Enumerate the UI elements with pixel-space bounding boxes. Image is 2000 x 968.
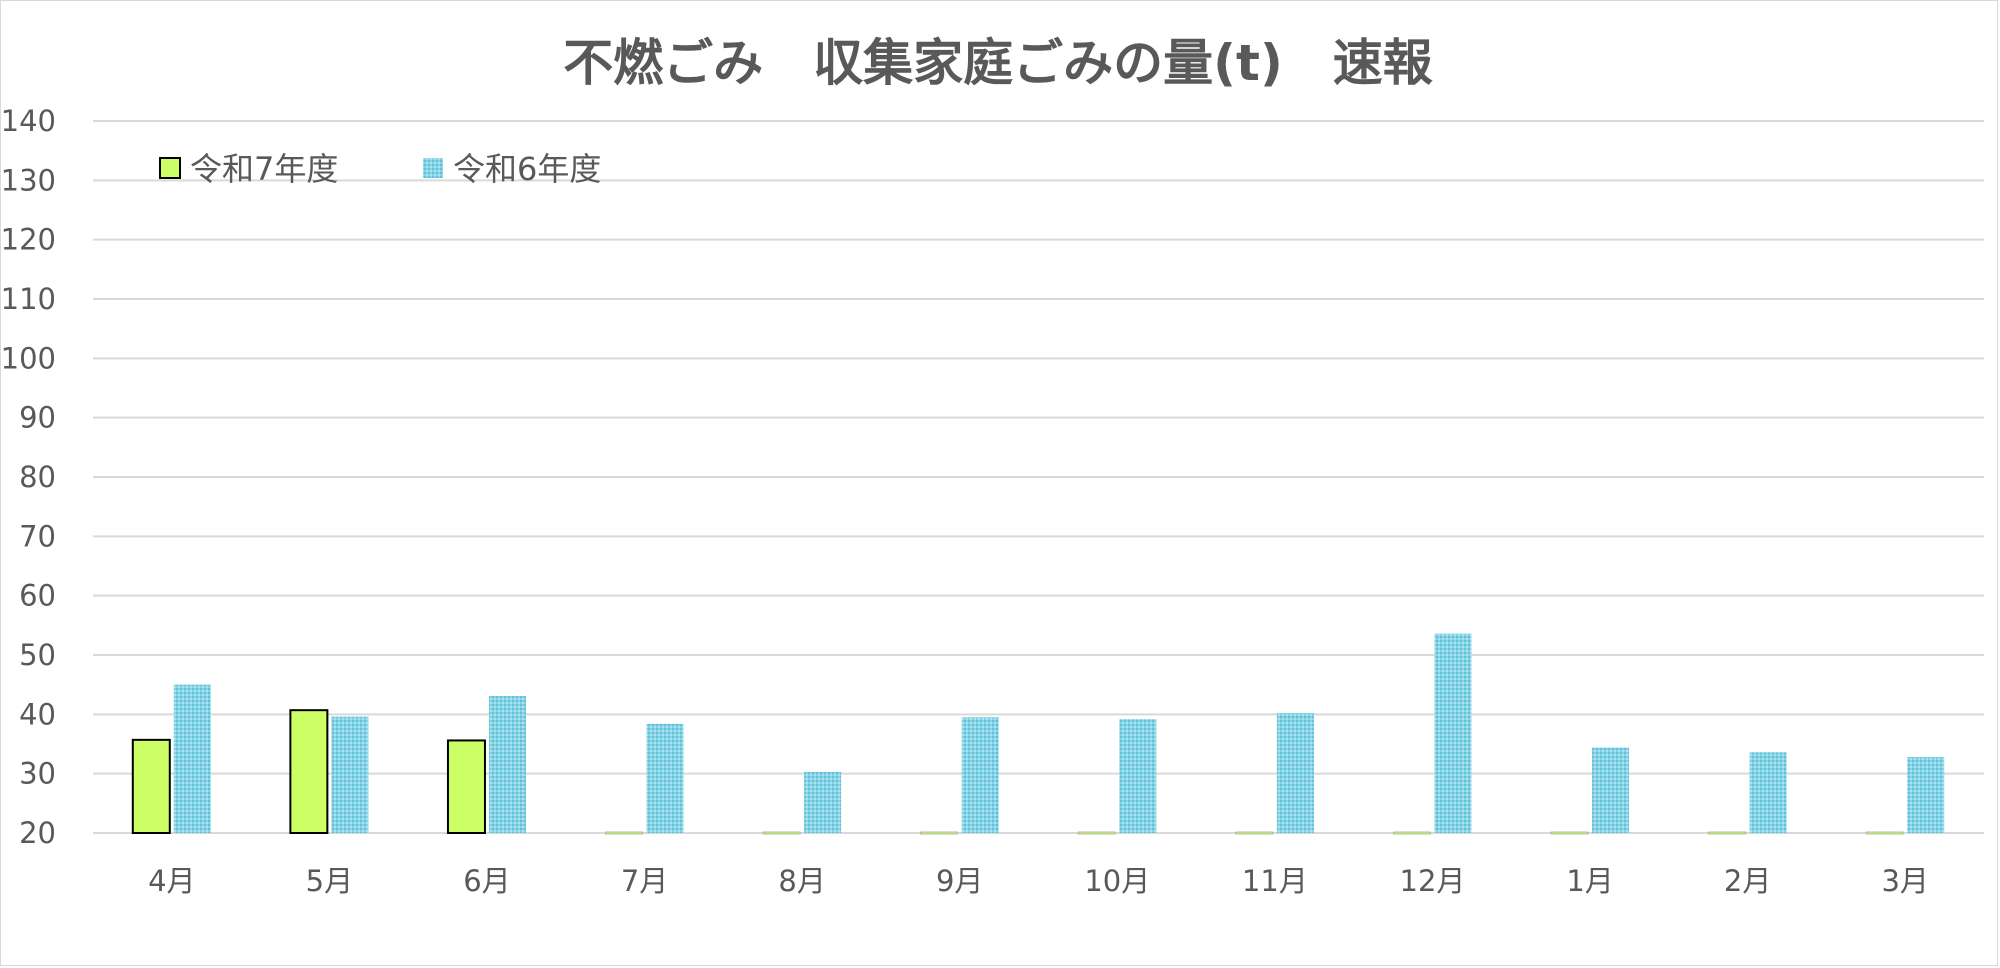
legend-item-series-1: 令和7年度: [159, 150, 338, 188]
y-tick-label: 40: [19, 697, 56, 731]
bar-series-2: [1434, 633, 1472, 833]
bar-series-2: [1119, 719, 1157, 833]
legend-swatch-series-2: [423, 158, 443, 178]
legend-item-series-2: 令和6年度: [423, 150, 601, 188]
y-tick-label: 100: [1, 341, 56, 375]
x-tick-label: 1月: [1566, 864, 1613, 898]
bar-series-1: [1708, 831, 1747, 835]
y-tick-label: 120: [1, 223, 56, 257]
bar-series-1: [131, 738, 171, 835]
bar-series-1: [1393, 831, 1431, 835]
y-tick-label: 110: [1, 282, 56, 316]
y-tick-label: 70: [19, 519, 56, 553]
x-tick-label: 11月: [1242, 864, 1308, 898]
legend: 令和7年度 令和6年度: [159, 150, 601, 188]
bar-series-2: [646, 723, 684, 833]
x-tick-label: 8月: [778, 864, 825, 898]
y-tick-label: 140: [1, 104, 56, 138]
bar-series-2: [961, 717, 999, 833]
x-tick-label: 4月: [148, 864, 195, 898]
bar-series-1: [289, 709, 329, 834]
y-tick-label: 50: [19, 638, 56, 672]
x-tick-label: 12月: [1400, 864, 1466, 898]
bar-series-1: [762, 831, 801, 835]
bar-series-1: [446, 739, 486, 834]
y-axis-tick-labels: 20 30 40 50 60 70 80 90 100 110 120 130 140: [1, 104, 56, 850]
bar-series-1: [1077, 831, 1116, 835]
x-axis-tick-labels: 4月 5月 6月 7月 8月 9月 10月 11月 12月 1月 2月 3月: [148, 864, 1929, 898]
bar-series-2: [173, 684, 211, 833]
x-tick-label: 2月: [1724, 864, 1771, 898]
y-tick-label: 90: [19, 401, 56, 435]
bar-series-2: [488, 695, 526, 833]
bars: [131, 633, 1945, 835]
y-tick-label: 80: [19, 460, 56, 494]
x-tick-label: 10月: [1084, 864, 1150, 898]
legend-label-series-2: 令和6年度: [453, 150, 601, 188]
legend-label-series-1: 令和7年度: [190, 150, 338, 188]
bar-series-1: [1550, 831, 1589, 835]
chart-title: 不燃ごみ 収集家庭ごみの量(t) 速報: [563, 34, 1433, 92]
bar-series-2: [1907, 757, 1945, 833]
bar-series-1: [1235, 831, 1274, 835]
x-tick-label: 5月: [306, 864, 353, 898]
bar-series-1: [1865, 831, 1904, 835]
bar-series-2: [1749, 752, 1787, 833]
x-tick-label: 7月: [621, 864, 668, 898]
y-tick-label: 130: [1, 163, 56, 197]
y-tick-label: 20: [19, 816, 56, 850]
y-tick-label: 60: [19, 579, 56, 613]
gridlines: [93, 120, 1984, 834]
bar-series-1: [920, 831, 959, 835]
x-tick-label: 9月: [936, 864, 983, 898]
legend-swatch-series-1: [159, 157, 181, 179]
bar-series-1: [605, 831, 643, 835]
bar-series-2: [1592, 747, 1630, 833]
bar-series-2: [1276, 713, 1314, 833]
bar-series-2: [331, 716, 369, 833]
y-tick-label: 30: [19, 757, 56, 791]
x-tick-label: 3月: [1881, 864, 1928, 898]
x-tick-label: 6月: [463, 864, 510, 898]
bar-series-2: [804, 771, 842, 833]
